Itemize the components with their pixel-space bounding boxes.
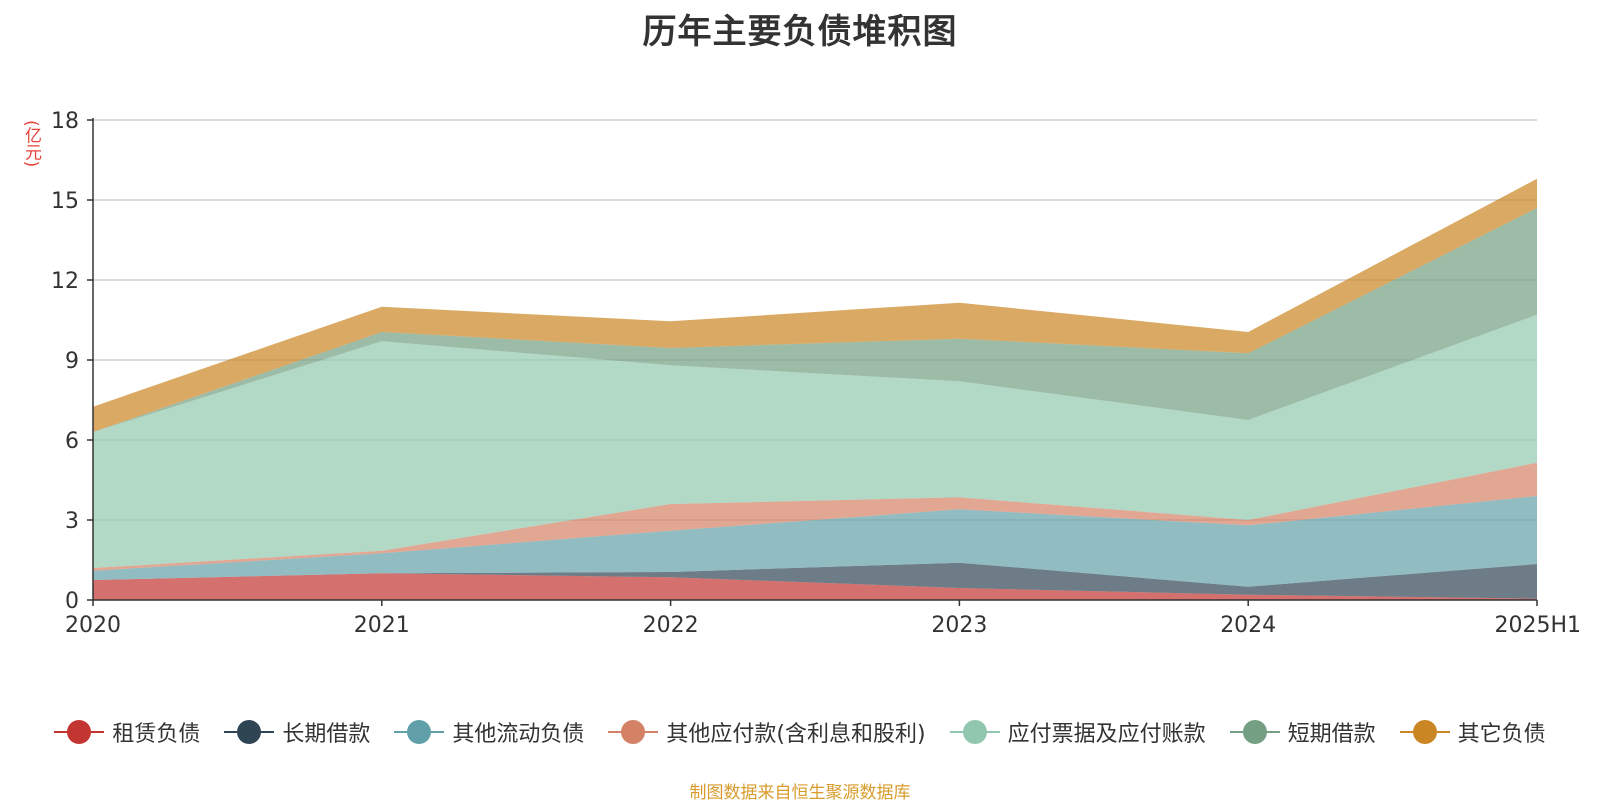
legend: 租赁负债 长期借款 其他流动负债 其他应付款(含利息和股利) 应付票据及应付账款 短期借款…	[0, 716, 1600, 748]
area-series-0	[93, 573, 1537, 600]
y-tick-label: 15	[51, 189, 79, 214]
legend-marker-icon	[54, 719, 105, 745]
legend-marker-icon	[949, 719, 1000, 745]
legend-marker-icon	[1399, 719, 1450, 745]
legend-marker-icon	[224, 719, 275, 745]
area-series-5	[93, 208, 1537, 432]
legend-item[interactable]: 其他应付款(含利息和股利)	[608, 716, 926, 748]
legend-item[interactable]: 应付票据及应付账款	[949, 716, 1206, 748]
y-tick-label: 18	[51, 109, 79, 134]
legend-label: 其它负债	[1457, 722, 1546, 747]
x-tick-label: 2021	[354, 613, 410, 638]
legend-label: 租赁负债	[112, 722, 201, 747]
legend-marker-icon	[1229, 719, 1280, 745]
legend-item[interactable]: 长期借款	[224, 716, 370, 748]
x-tick-label: 2020	[65, 613, 121, 638]
x-tick-label: 2025H1	[1494, 613, 1581, 638]
y-tick-label: 6	[65, 429, 79, 454]
x-tick-label: 2023	[931, 613, 987, 638]
legend-item[interactable]: 租赁负债	[54, 716, 200, 748]
legend-marker-icon	[608, 719, 659, 745]
legend-label: 短期借款	[1287, 722, 1376, 747]
chart-title: 历年主要负债堆积图	[642, 12, 958, 52]
legend-item[interactable]: 其他流动负债	[394, 716, 584, 748]
legend-label: 其他流动负债	[452, 722, 585, 747]
area-series-2	[93, 496, 1537, 587]
y-tick-label: 9	[65, 349, 79, 374]
x-tick-label: 2024	[1220, 613, 1276, 638]
legend-label: 其他应付款(含利息和股利)	[666, 722, 926, 747]
y-axis-unit-label: (亿元)	[21, 120, 41, 168]
y-tick-label: 3	[65, 509, 79, 534]
legend-item[interactable]: 短期借款	[1229, 716, 1376, 748]
area-series-1	[93, 562, 1537, 599]
y-tick-label: 0	[65, 589, 79, 614]
x-tick-label: 2022	[643, 613, 699, 638]
legend-label: 长期借款	[282, 722, 371, 747]
legend-label: 应付票据及应付账款	[1007, 722, 1206, 747]
area-series-3	[93, 462, 1537, 571]
legend-marker-icon	[394, 719, 445, 745]
stacked-area-chart: 0 3 6 9 12 15 18 2020 2021 2022 2023 2024 2025H1	[51, 109, 1581, 638]
area-series-4	[93, 314, 1537, 568]
y-tick-label: 12	[51, 269, 79, 294]
legend-item[interactable]: 其它负债	[1399, 716, 1546, 748]
source-note: 制图数据来自恒生聚源数据库	[689, 783, 911, 803]
